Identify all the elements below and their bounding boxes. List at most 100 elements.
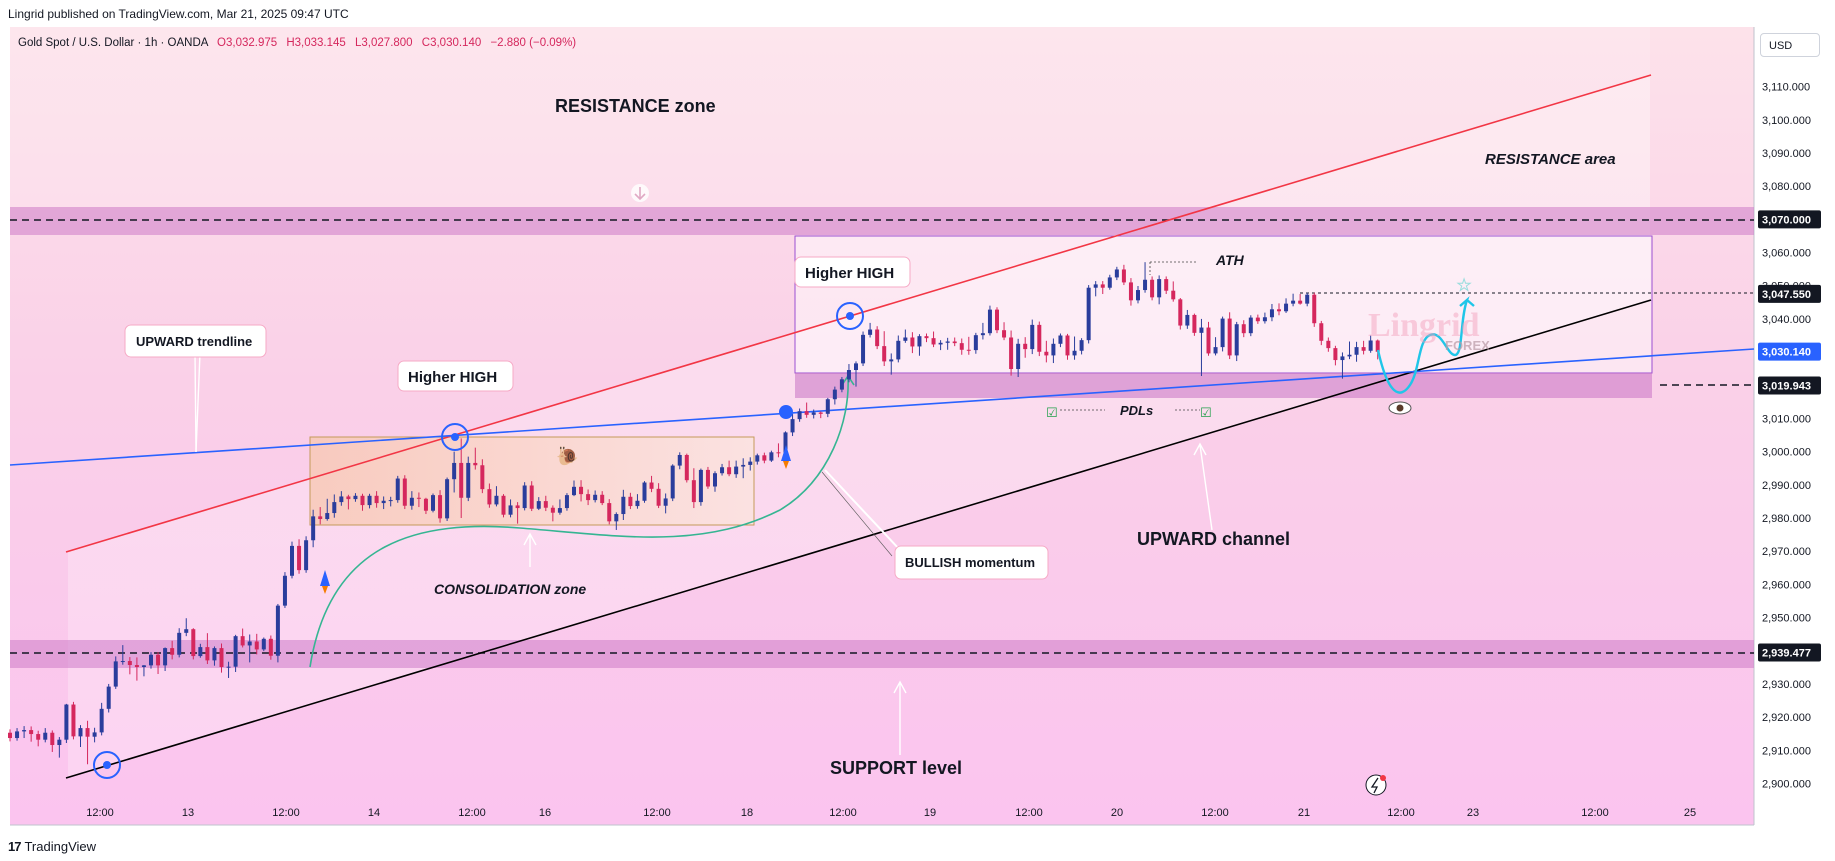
candle	[113, 656, 118, 689]
candle	[543, 495, 548, 512]
currency-button[interactable]: USD	[1760, 33, 1820, 57]
candle	[1220, 316, 1225, 352]
candle	[663, 493, 668, 514]
consolidation-zone-label: CONSOLIDATION zone	[434, 581, 586, 597]
candle	[431, 493, 435, 513]
candle	[219, 643, 224, 673]
candle	[1312, 292, 1317, 327]
candle	[170, 640, 175, 660]
footer-brand: TradingView	[24, 838, 97, 854]
check-icon-right: ☑	[1200, 405, 1212, 420]
candle	[684, 453, 689, 483]
candle	[811, 409, 816, 419]
candle	[297, 539, 302, 574]
candle	[254, 633, 259, 655]
candle	[924, 333, 929, 343]
candle	[240, 628, 245, 648]
candle	[980, 322, 985, 340]
candle	[141, 665, 146, 677]
candle	[896, 335, 901, 363]
candle	[910, 332, 915, 354]
candle	[1255, 314, 1260, 324]
plot-background	[10, 27, 1754, 825]
candle	[120, 645, 125, 665]
candle	[1044, 340, 1049, 363]
candle	[536, 497, 541, 511]
candle	[1298, 294, 1303, 305]
svg-text:2,939.477: 2,939.477	[1762, 647, 1811, 659]
candle	[705, 466, 710, 489]
candle	[945, 337, 950, 350]
price-tick-label: 3,060.000	[1762, 248, 1811, 260]
arrow-down-circle-icon	[631, 184, 649, 202]
candle	[1072, 336, 1077, 360]
candle	[1065, 333, 1070, 360]
upward-channel-label: UPWARD channel	[1137, 529, 1290, 549]
candle	[367, 493, 372, 509]
candle	[550, 505, 555, 522]
publisher-line: Lingrid published on TradingView.com, Ma…	[8, 7, 349, 21]
range-lower-band	[795, 373, 1652, 398]
lightning-icon	[1365, 774, 1387, 796]
candle	[727, 460, 732, 477]
candle	[487, 483, 492, 508]
candle	[515, 502, 520, 524]
upward-trendline	[9, 348, 1755, 466]
candle	[43, 728, 48, 743]
candle	[1368, 335, 1373, 353]
price-tick-label: 3,090.000	[1762, 148, 1811, 160]
time-tick-label: 12:00	[1387, 807, 1415, 819]
candle	[1086, 285, 1091, 344]
candle	[233, 634, 238, 672]
candle	[1277, 303, 1281, 316]
candle	[261, 637, 266, 652]
candle	[177, 628, 182, 658]
candle	[846, 364, 851, 383]
price-tick-label: 2,900.000	[1762, 779, 1811, 791]
higher-high-marker-2	[836, 302, 864, 330]
candle	[1185, 309, 1190, 329]
svg-text:Higher HIGH: Higher HIGH	[805, 265, 894, 282]
rocket-icon-1	[320, 570, 330, 594]
candle	[882, 331, 887, 367]
candle	[677, 452, 682, 470]
price-label: 2,939.477	[1758, 643, 1821, 662]
support-level-label: SUPPORT level	[830, 758, 962, 778]
price-tick-label: 2,950.000	[1762, 613, 1811, 625]
candle	[966, 336, 971, 355]
price-tick-label: 2,910.000	[1762, 745, 1811, 757]
candle	[1107, 274, 1112, 290]
time-axis-ticks: 12:00 13 12:00 14 12:00 16 12:00 18 12:00 19 12:00…	[86, 807, 1696, 819]
candle	[614, 512, 619, 530]
candle	[1347, 341, 1352, 360]
candle	[1199, 318, 1204, 376]
candle	[1305, 292, 1310, 307]
candle	[8, 729, 12, 742]
price-tick-label: 2,980.000	[1762, 513, 1811, 525]
candle	[1030, 319, 1035, 355]
candle	[741, 458, 746, 479]
candle	[832, 386, 837, 405]
candle	[557, 499, 562, 515]
consolidation-box	[309, 436, 755, 526]
candle	[1375, 339, 1380, 360]
candle	[1100, 281, 1105, 295]
price-tick-label: 3,110.000	[1762, 82, 1810, 94]
candle	[903, 329, 908, 343]
candle	[99, 702, 104, 736]
time-tick-label: 23	[1467, 807, 1479, 819]
candle	[649, 475, 654, 493]
candle	[621, 489, 626, 521]
candle	[92, 727, 97, 743]
candle	[762, 452, 767, 464]
candle	[1262, 312, 1267, 324]
candle	[247, 634, 252, 663]
price-tick-label: 2,930.000	[1762, 679, 1811, 691]
price-label: 3,019.943	[1758, 376, 1821, 395]
candle	[501, 494, 506, 518]
candle	[1227, 312, 1232, 360]
candle	[445, 477, 450, 522]
tradingview-footer: 17 TradingView	[8, 836, 96, 856]
rocket-icon-2	[781, 445, 791, 469]
